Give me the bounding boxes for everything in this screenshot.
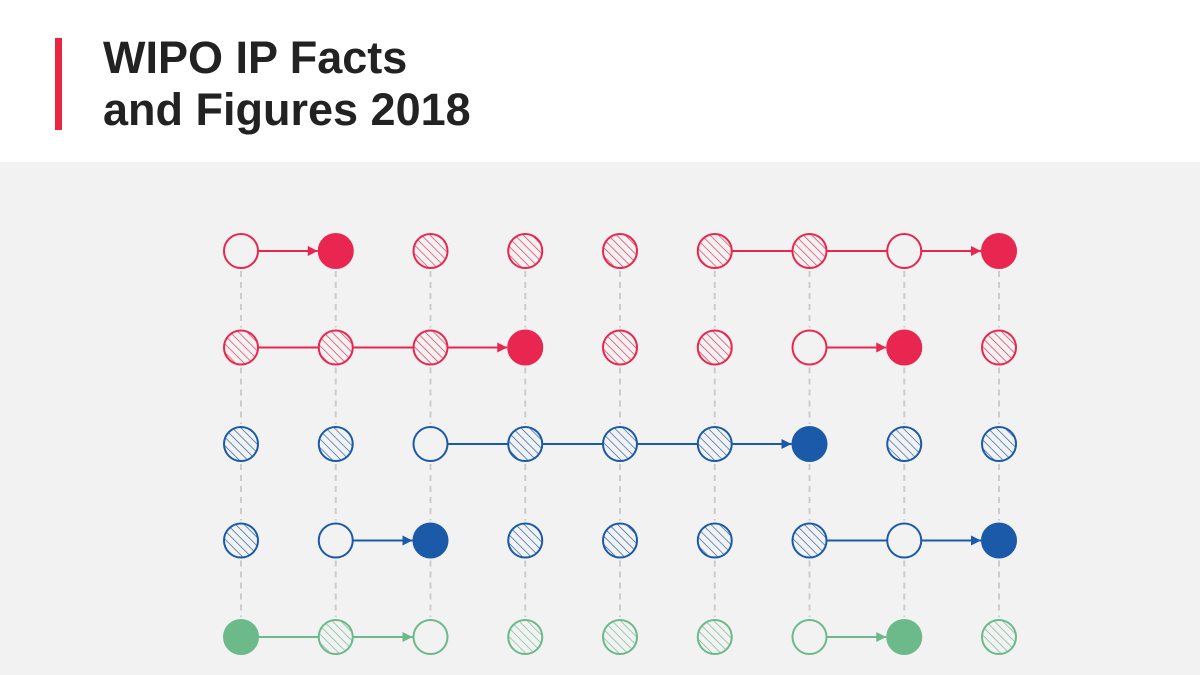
node-solid bbox=[223, 619, 259, 655]
node-hatch bbox=[696, 233, 733, 269]
node-hatch bbox=[602, 329, 638, 366]
node-solid bbox=[886, 619, 923, 655]
node-hatch bbox=[791, 522, 828, 559]
node-hatch bbox=[981, 329, 1017, 366]
node-hatch bbox=[696, 426, 733, 462]
node-hatch bbox=[981, 619, 1017, 655]
node-diagram bbox=[223, 233, 1017, 655]
title-line-1: WIPO IP Facts bbox=[103, 32, 408, 83]
node-hatch bbox=[791, 233, 828, 269]
node-solid bbox=[981, 522, 1017, 559]
node-hatch bbox=[507, 619, 544, 655]
node-solid bbox=[981, 233, 1017, 269]
node-hatch bbox=[886, 426, 923, 462]
node-hatch bbox=[412, 329, 449, 366]
node-open bbox=[412, 619, 449, 655]
node-hatch bbox=[602, 522, 638, 559]
page-title: WIPO IP Facts and Figures 2018 bbox=[103, 32, 471, 136]
node-open bbox=[317, 522, 354, 559]
accent-bar bbox=[55, 38, 62, 130]
node-hatch bbox=[507, 233, 544, 269]
node-solid bbox=[886, 329, 923, 366]
node-open bbox=[791, 329, 828, 366]
node-solid bbox=[412, 522, 449, 559]
node-open bbox=[886, 233, 923, 269]
node-hatch bbox=[223, 329, 259, 366]
node-open bbox=[223, 233, 259, 269]
node-open bbox=[791, 619, 828, 655]
node-hatch bbox=[507, 426, 544, 462]
node-solid bbox=[507, 329, 544, 366]
title-line-2: and Figures 2018 bbox=[103, 84, 471, 135]
header: WIPO IP Facts and Figures 2018 bbox=[0, 0, 1200, 162]
node-hatch bbox=[317, 619, 354, 655]
node-open bbox=[886, 522, 923, 559]
node-hatch bbox=[602, 619, 638, 655]
node-hatch bbox=[696, 522, 733, 559]
node-hatch bbox=[696, 619, 733, 655]
node-hatch bbox=[602, 233, 638, 269]
node-hatch bbox=[317, 329, 354, 366]
node-solid bbox=[317, 233, 354, 269]
node-hatch bbox=[981, 426, 1017, 462]
node-hatch bbox=[602, 426, 638, 462]
node-solid bbox=[791, 426, 828, 462]
node-hatch bbox=[223, 426, 259, 462]
node-open bbox=[412, 426, 449, 462]
node-hatch bbox=[507, 522, 544, 559]
node-hatch bbox=[412, 233, 449, 269]
node-hatch bbox=[223, 522, 259, 559]
node-hatch bbox=[696, 329, 733, 366]
node-hatch bbox=[317, 426, 354, 462]
diagram-panel bbox=[0, 162, 1200, 675]
